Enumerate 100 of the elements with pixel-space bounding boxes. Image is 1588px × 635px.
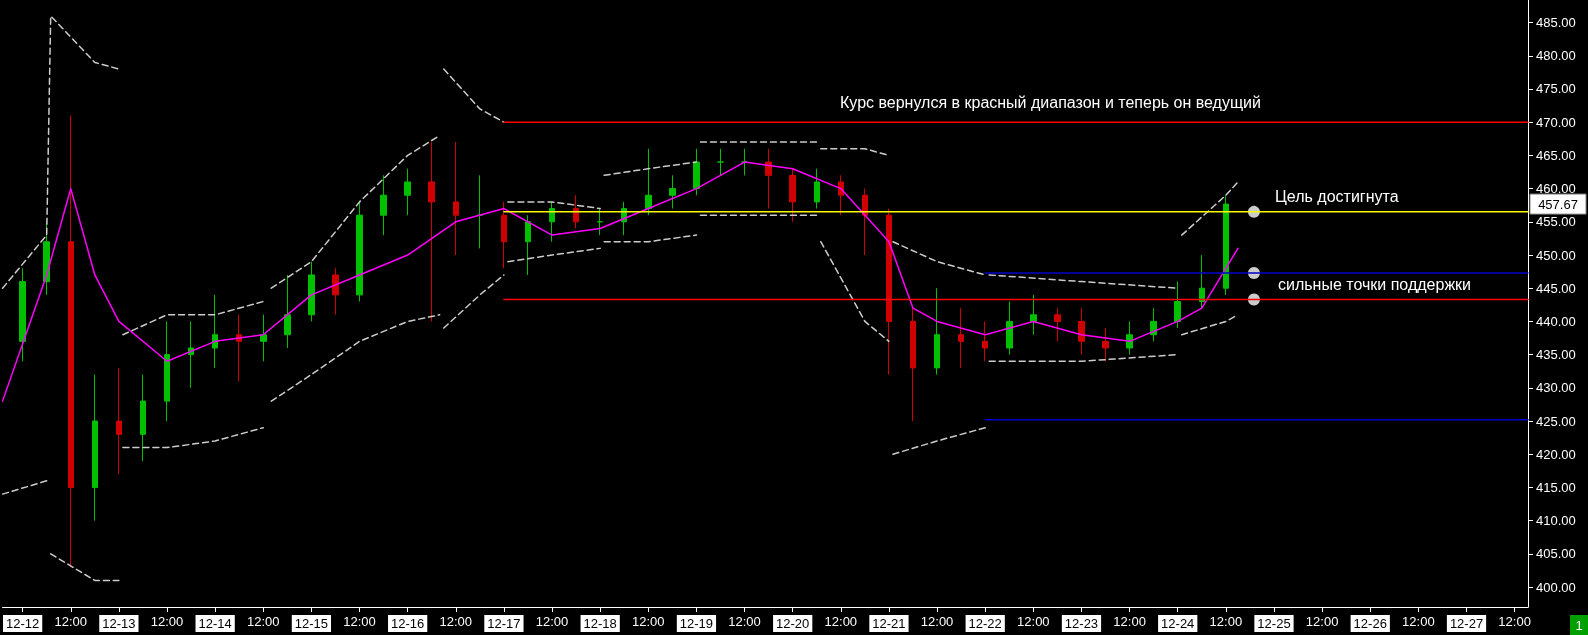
candlestick [693,148,700,196]
candlestick [862,188,868,256]
candlestick [1150,307,1157,342]
candlestick [140,374,146,462]
x-tick-label: 12-27 [1449,616,1484,631]
candlestick [188,320,194,389]
x-tick-label: 12:00 [632,614,665,629]
x-tick-label: 12-19 [679,616,714,631]
y-tick-label: 455.00 [1536,214,1576,230]
y-tick-label: 405.00 [1536,546,1576,562]
x-tick-label: 12:00 [1305,614,1339,629]
y-tick-label: 465.00 [1536,147,1576,163]
candlestick [212,294,218,369]
x-tick-label: 12-23 [1064,616,1099,631]
y-tick-label: 480.00 [1536,48,1576,64]
candlestick [1054,307,1061,342]
candlestick [886,208,892,376]
y-tick-label: 425.00 [1536,413,1576,429]
candlestick [645,148,652,216]
y-tick-label: 445.00 [1536,280,1576,296]
x-tick-label: 12-20 [776,616,810,631]
candlestick [717,148,724,176]
candlestick [116,367,122,475]
text: 457.67 [1538,196,1578,212]
y-tick-label: 420.00 [1536,446,1576,462]
x-tick-label: 12-25 [1257,616,1291,631]
x-tick-label: 12:00 [343,614,376,629]
candlestick [92,374,98,522]
candlestick [814,168,820,210]
y-tick-label: 450.00 [1536,247,1576,263]
y-tick-label: 410.00 [1536,513,1576,529]
x-tick-label: 12-12 [6,616,40,631]
y-tick-label: 430.00 [1536,380,1576,396]
x-tick-label: 12-16 [391,616,425,631]
candlestick [332,267,339,316]
x-tick-label: 12:00 [54,614,88,629]
candlestick [765,148,772,210]
x-tick-label: 12:00 [439,614,473,629]
y-tick-label: 400.00 [1536,579,1576,595]
candlestick [404,168,411,216]
candlestick [501,201,507,269]
x-tick-label: 12-15 [294,616,329,631]
candlestick [477,174,483,249]
candlestick [380,174,387,236]
x-tick-label: 12:00 [1498,614,1531,629]
candlestick [356,201,363,303]
candlestick [284,274,291,349]
annotation: Цель достигнута [1275,187,1399,205]
candlestick [1102,327,1109,362]
x-tick-label: 12-18 [583,616,617,631]
y-tick-label: 485.00 [1536,15,1576,31]
candlestick [308,261,315,322]
x-tick-label: 12-22 [968,616,1002,631]
annotation: сильные точки поддержки [1278,275,1472,293]
y-tick-label: 460.00 [1536,181,1576,197]
candlestick [982,320,988,362]
candlestick [19,267,26,362]
x-tick-label: 12-17 [487,616,521,631]
candlestick [1174,281,1181,329]
candlestick [1078,307,1085,356]
text: 1 [1575,617,1583,633]
y-tick-label: 475.00 [1536,81,1576,97]
x-tick-label: 12-21 [872,616,906,631]
x-tick-label: 12:00 [728,614,761,629]
x-tick-label: 12:00 [824,614,858,629]
candlestick [910,307,916,422]
candlestick [934,287,940,376]
candlestick [1199,254,1205,309]
annotation: Курс вернулся в красный диапазон и теперь он ведущий [840,93,1261,111]
y-tick-label: 470.00 [1536,114,1576,130]
y-tick-label: 440.00 [1536,313,1576,329]
x-tick-label: 12:00 [150,614,184,629]
candlestick [789,168,796,223]
x-tick-label: 12:00 [1402,614,1435,629]
candlestick [164,320,170,422]
x-tick-label: 12:00 [535,614,569,629]
x-tick-label: 12-26 [1353,616,1387,631]
x-tick-label: 12:00 [1113,614,1146,629]
candlestick [525,214,531,276]
y-tick-label: 435.00 [1536,347,1576,363]
x-tick-label: 12:00 [920,614,954,629]
candlestick [260,314,267,362]
candlestick [1030,294,1037,336]
candlestick [428,141,435,322]
x-tick-label: 12-24 [1161,616,1195,631]
candlestick [1223,194,1229,296]
x-tick-label: 12:00 [1017,614,1050,629]
x-tick-label: 12-14 [198,616,232,631]
candlestick [597,208,603,236]
candlestick [669,174,676,210]
x-tick-label: 12:00 [1209,614,1243,629]
candlestick [1006,301,1013,356]
x-tick-label: 12-13 [102,616,136,631]
candlestick [958,307,964,369]
candlestick [1126,320,1133,356]
x-tick-label: 12:00 [247,614,280,629]
candlestick [741,148,748,176]
y-tick-label: 415.00 [1536,479,1576,495]
candlestick [453,141,459,256]
candlestick [68,115,74,568]
